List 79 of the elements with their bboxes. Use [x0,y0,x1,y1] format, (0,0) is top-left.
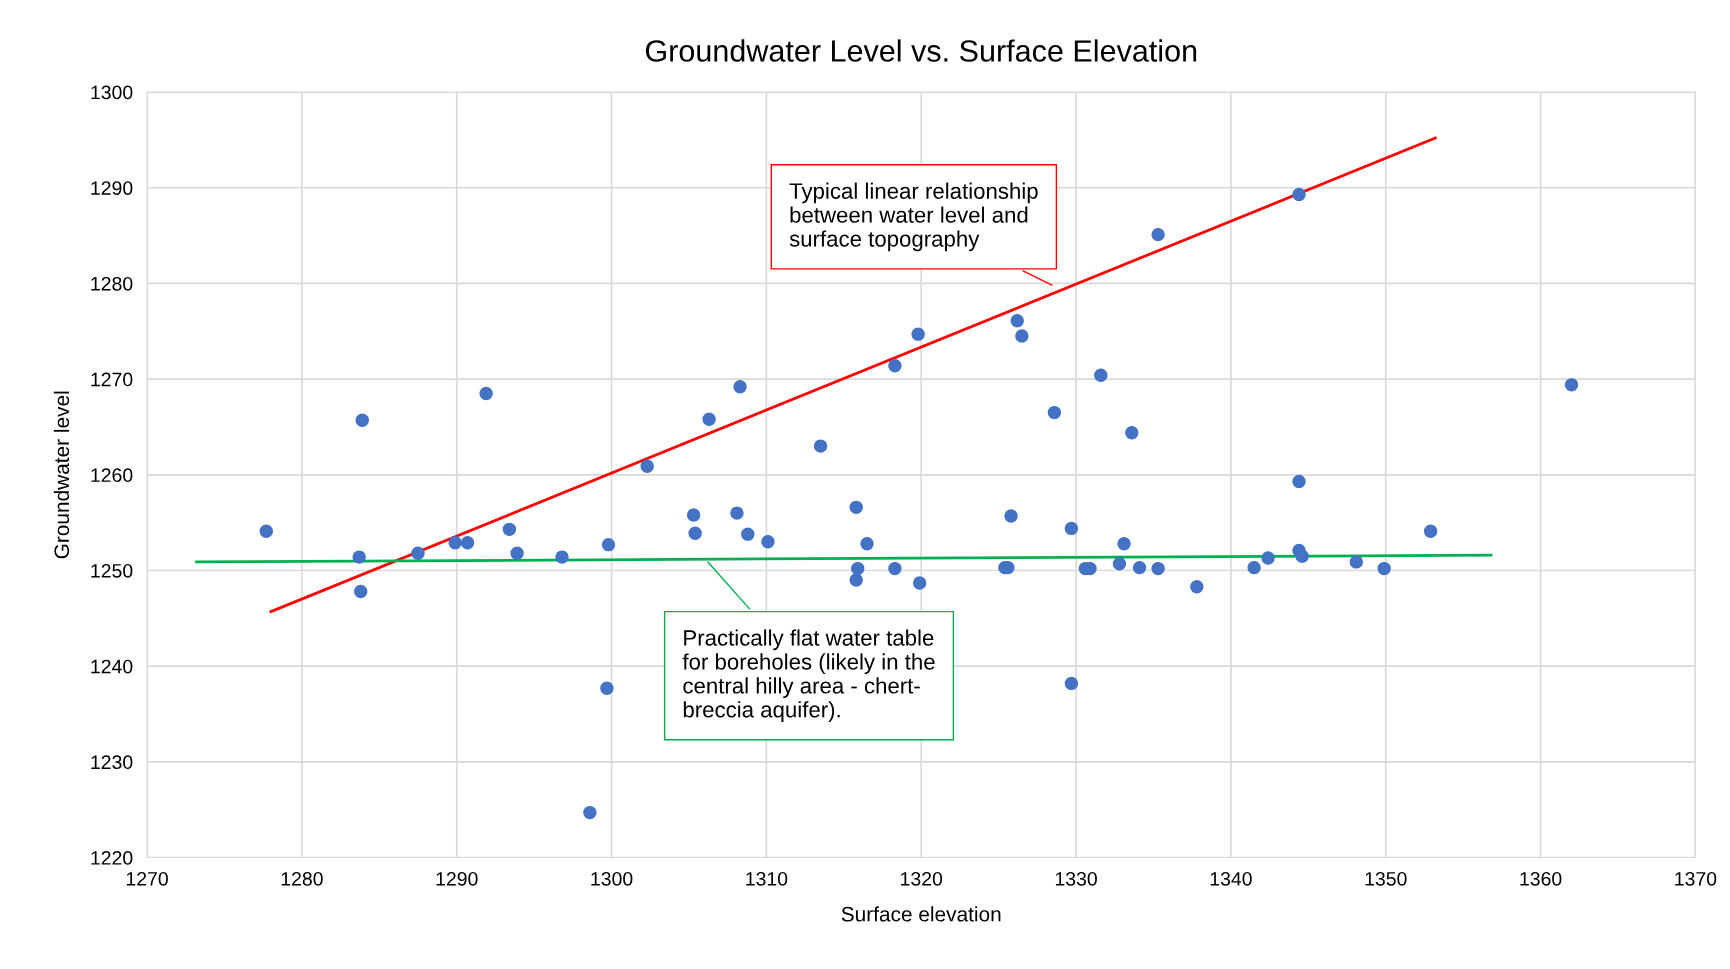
point [1047,405,1062,420]
point [1117,536,1131,551]
point [1004,509,1018,523]
point [1132,560,1147,575]
y-tick-label: 1220 [91,851,133,865]
point [354,584,368,599]
point [583,805,597,820]
point [1423,524,1438,538]
point [502,522,517,537]
y-axis-title: Groundwater level [53,391,70,559]
point [1064,676,1079,691]
point [601,537,616,552]
point [1564,378,1579,392]
point [640,459,654,473]
point [1292,474,1306,489]
point [1190,580,1204,594]
point [1064,521,1079,536]
point [1010,314,1024,328]
point [1261,551,1275,565]
x-tick-label: 1310 [746,871,788,886]
point [1094,368,1108,383]
point [702,412,716,427]
x-tick-label: 1350 [1365,871,1407,886]
annotation: Practically flat water table for boreholes (likely in the central hilly area - chert- breccia aquifer). [682,629,935,722]
y-tick-label: 1230 [91,755,133,770]
point [411,546,425,560]
x-tick-label: 1330 [1055,871,1097,886]
point [1295,549,1309,563]
y-tick-label: 1240 [91,659,133,674]
point [688,526,702,540]
point [849,500,863,515]
x-tick-label: 1270 [126,871,168,886]
x-tick-label: 1340 [1210,871,1252,886]
point [912,576,927,590]
point [741,527,755,541]
point [1015,329,1029,343]
point [479,386,493,401]
point [911,327,925,341]
point [730,506,744,520]
point [813,439,828,453]
point [686,508,701,522]
point [510,546,524,560]
point [355,413,369,427]
y-tick-label: 1250 [91,563,133,578]
point [733,380,747,394]
y-tick-label: 1260 [91,468,133,483]
y-tick-label: 1270 [91,372,133,387]
point [555,550,569,564]
point [849,573,863,587]
x-tick-label: 1360 [1520,871,1562,886]
point [352,550,366,564]
point [888,561,902,576]
point [1125,425,1139,440]
x-tick-label: 1280 [281,871,323,886]
point [888,359,902,373]
y-tick-label: 1300 [91,85,133,100]
point [1292,187,1306,202]
point [851,561,865,576]
y-tick-label: 1280 [91,276,133,291]
x-tick-label: 1320 [901,871,943,886]
point [259,524,273,538]
point [1112,557,1127,571]
point [1349,555,1364,569]
point [860,536,874,551]
point [1377,561,1391,576]
point [460,536,475,550]
x-tick-label: 1370 [1675,871,1717,886]
point [1151,561,1165,576]
point [1247,560,1261,575]
point [761,535,775,549]
point [1151,227,1165,242]
x-tick-label: 1290 [436,871,478,886]
y-tick-label: 1290 [91,181,133,195]
annotation: Typical linear relationship between water level and surface topography [789,182,1038,252]
point [600,681,614,695]
x-tick-label: 1300 [591,871,633,886]
x-axis-title: Surface elevation [841,906,1001,922]
point [448,536,462,550]
chart-title: Groundwater Level vs. Surface Elevation [645,39,1197,62]
